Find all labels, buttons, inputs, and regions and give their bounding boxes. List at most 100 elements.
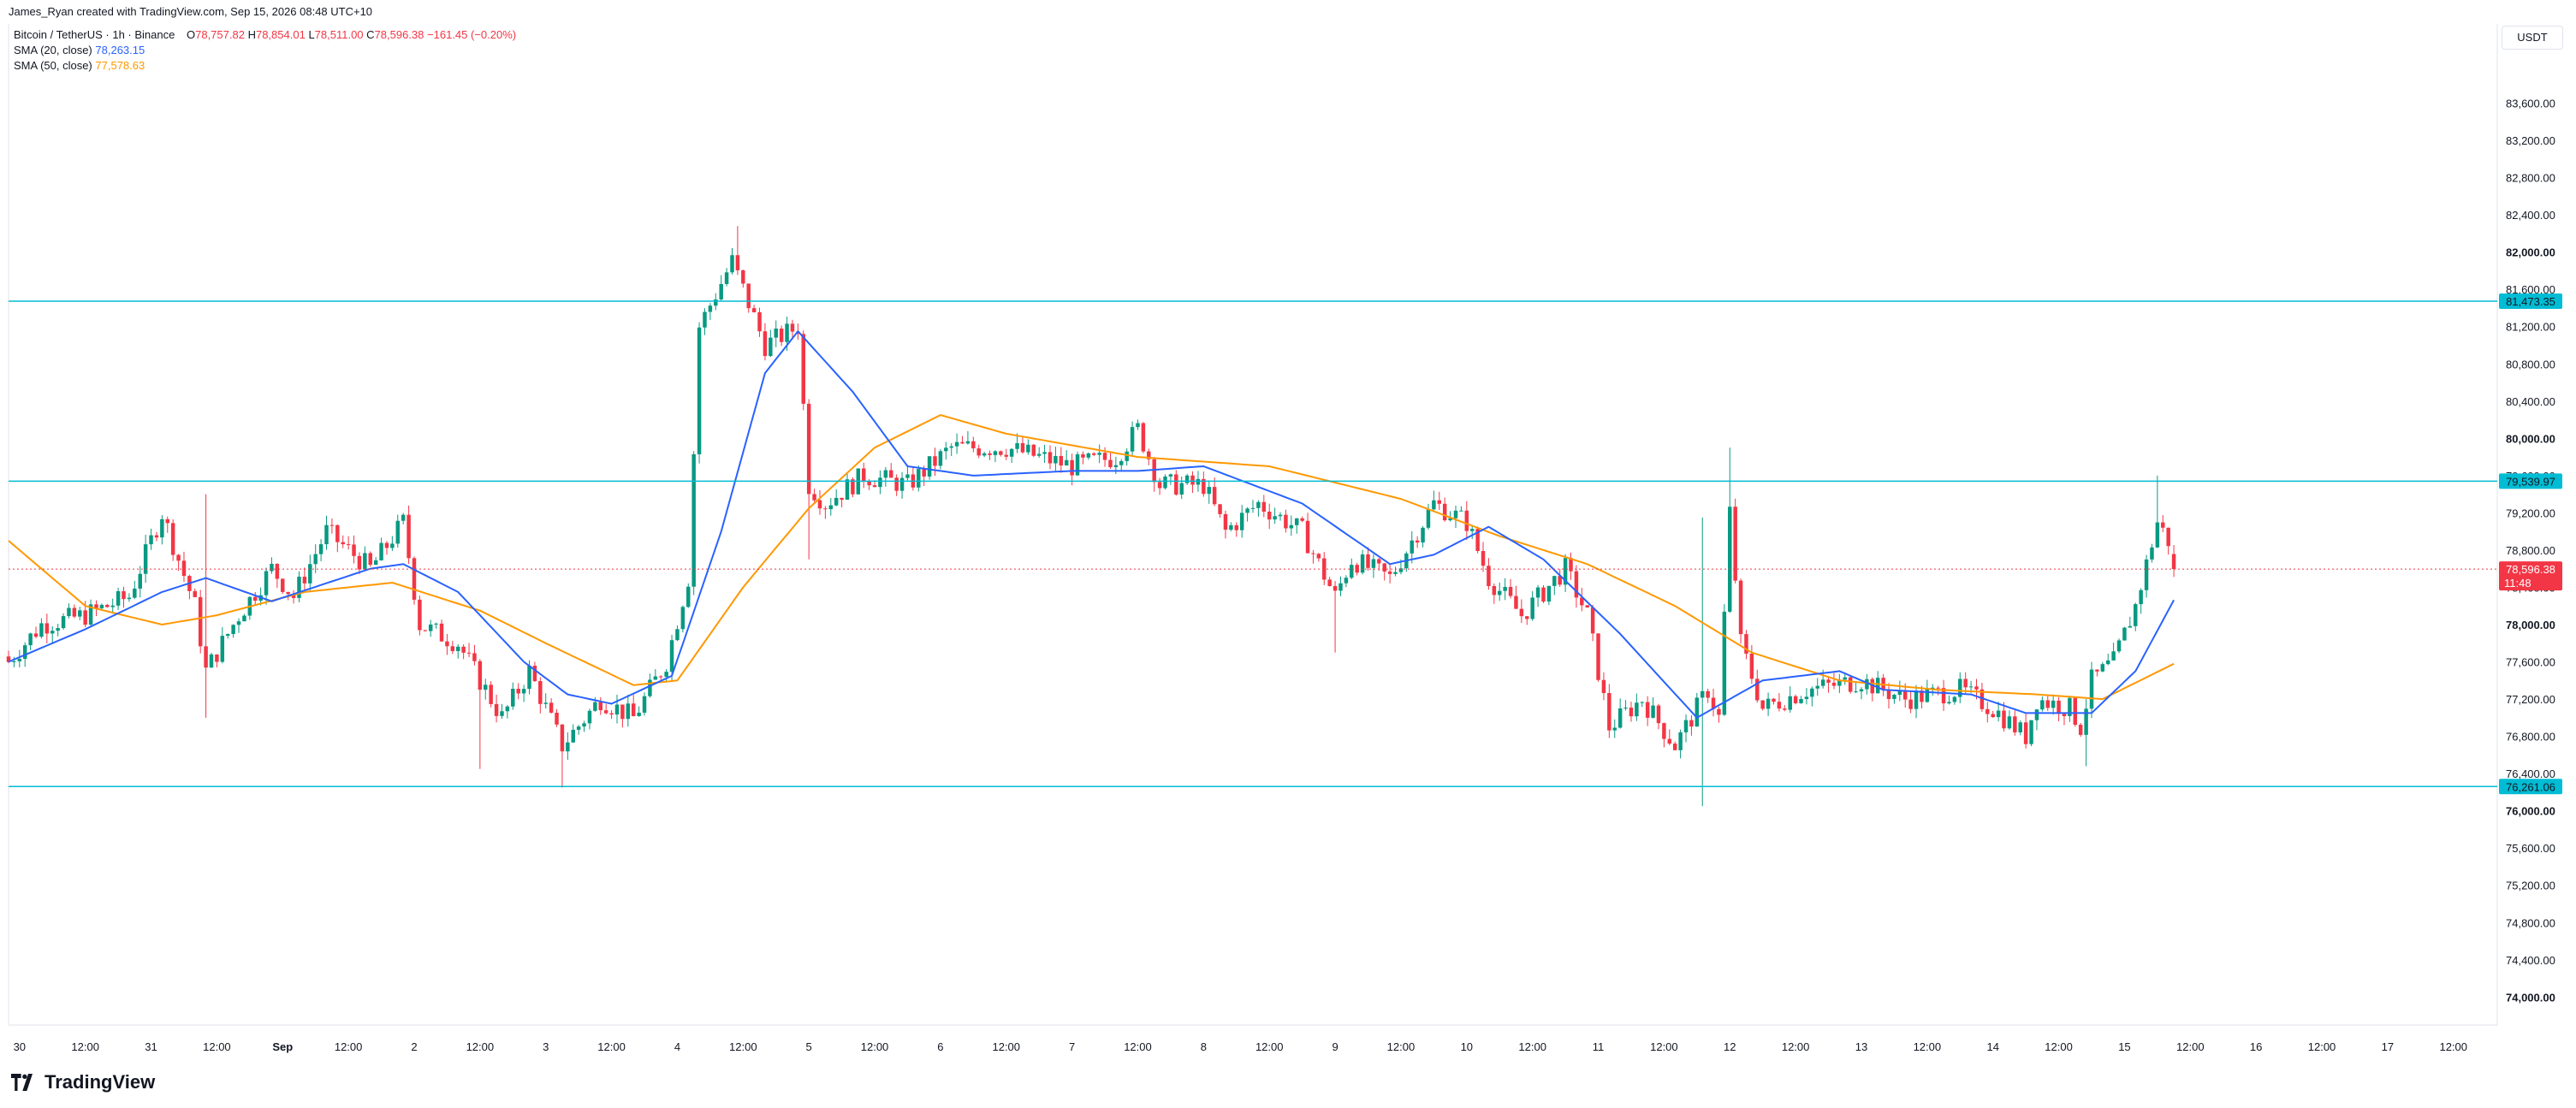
candle-body: [1886, 690, 1891, 699]
candle-body: [664, 672, 668, 678]
candle-body: [1448, 518, 1452, 521]
candle-body: [960, 441, 965, 444]
candle-body: [1728, 507, 1732, 612]
candle-body: [1179, 483, 1184, 495]
level-price-tag: [2499, 473, 2562, 489]
y-tick-label: 76,000.00: [2506, 805, 2555, 818]
sma20-legend[interactable]: SMA (20, close) 78,263.15: [14, 44, 145, 56]
candle-body: [1865, 678, 1869, 690]
candle-body: [648, 679, 652, 696]
candle-body: [352, 544, 356, 556]
candle-body: [2128, 625, 2133, 628]
candle-body: [1854, 691, 1858, 693]
candle-body: [50, 631, 55, 634]
candle-body: [1031, 444, 1036, 456]
candle-body: [1064, 459, 1069, 466]
x-tick-label: 12:00: [1124, 1040, 1152, 1053]
candle-body: [917, 469, 921, 488]
candle-body: [1783, 708, 1787, 710]
level-price-tag: [2499, 293, 2562, 309]
candle-body: [2007, 716, 2012, 729]
level-price-tag: [2499, 779, 2562, 795]
y-tick-label: 83,600.00: [2506, 98, 2555, 110]
candle-body: [1437, 500, 1442, 504]
candle-body: [1810, 688, 1814, 697]
candle-body: [1338, 583, 1343, 591]
candle-body: [1683, 720, 1689, 732]
candle-body: [697, 327, 702, 454]
candle-body: [1442, 503, 1447, 521]
candle-body: [566, 742, 570, 752]
candle-body: [1760, 700, 1765, 709]
candle-body: [94, 604, 98, 608]
candle-body: [45, 623, 50, 634]
x-tick-label: 12:00: [1650, 1040, 1678, 1053]
open-label: O: [186, 28, 196, 41]
candle-body: [1048, 452, 1053, 464]
candle-body: [603, 710, 608, 714]
candle-body: [1617, 708, 1623, 728]
high-label: H: [247, 28, 256, 41]
tradingview-logo[interactable]: TradingView: [10, 1071, 155, 1093]
x-tick-label: 17: [2382, 1040, 2394, 1053]
candle-body: [346, 544, 351, 546]
candle-body: [1223, 513, 1228, 530]
candle-body: [675, 629, 680, 641]
candle-body: [1640, 702, 1645, 703]
candle-body: [598, 702, 603, 711]
candle-body: [1936, 687, 1940, 689]
candle-body: [1914, 690, 1919, 709]
x-tick-label: 12:00: [71, 1040, 99, 1053]
candle-body: [1607, 693, 1611, 731]
candle-body: [1947, 702, 1951, 704]
candle-body: [56, 628, 60, 631]
candle-body: [133, 588, 137, 598]
candle-body: [1875, 678, 1880, 694]
candle-body: [1941, 688, 1946, 704]
candle-body: [1749, 653, 1754, 679]
candle-body: [751, 308, 757, 312]
candle-body: [2018, 722, 2022, 733]
candle-body: [905, 474, 910, 478]
candle-body: [384, 542, 389, 548]
candle-body: [1475, 529, 1480, 552]
candle-body: [2084, 708, 2088, 735]
candle-body: [631, 703, 636, 717]
last-price-tag: [2499, 561, 2562, 591]
candle-body: [1125, 451, 1129, 461]
candle-body: [1487, 566, 1491, 586]
y-tick-label: 76,800.00: [2506, 731, 2555, 744]
candle-body: [1245, 508, 1249, 513]
candle-body: [2013, 716, 2017, 733]
sma50-line: [8, 414, 2175, 701]
currency-button[interactable]: USDT: [2502, 26, 2563, 50]
candle-body: [1054, 455, 1058, 464]
y-tick-label: 83,200.00: [2506, 134, 2555, 147]
candle-body: [1870, 678, 1875, 694]
candle-body: [1651, 705, 1655, 718]
candle-body: [160, 518, 164, 538]
candle-body: [1009, 448, 1014, 457]
candle-body: [1525, 616, 1529, 619]
candle-body: [543, 702, 548, 704]
candle-body: [2155, 522, 2160, 548]
y-tick-label: 77,600.00: [2506, 656, 2555, 669]
candle-body: [1168, 474, 1173, 477]
candle-body: [1958, 678, 1962, 697]
candle-body: [1497, 590, 1502, 595]
y-tick-label: 74,400.00: [2506, 954, 2555, 967]
candle-body: [538, 681, 543, 704]
candle-body: [571, 729, 575, 743]
candle-body: [840, 497, 844, 501]
candle-body: [1360, 554, 1365, 573]
x-tick-label: 12:00: [466, 1040, 495, 1053]
candle-body: [341, 542, 345, 545]
candle-body: [954, 441, 959, 447]
candle-body: [412, 558, 417, 600]
x-tick-label: 12:00: [203, 1040, 231, 1053]
candle-body: [17, 659, 22, 661]
sma50-legend[interactable]: SMA (50, close) 77,578.63: [14, 59, 145, 72]
y-tick-label: 79,200.00: [2506, 507, 2555, 519]
candle-body: [1546, 585, 1552, 602]
